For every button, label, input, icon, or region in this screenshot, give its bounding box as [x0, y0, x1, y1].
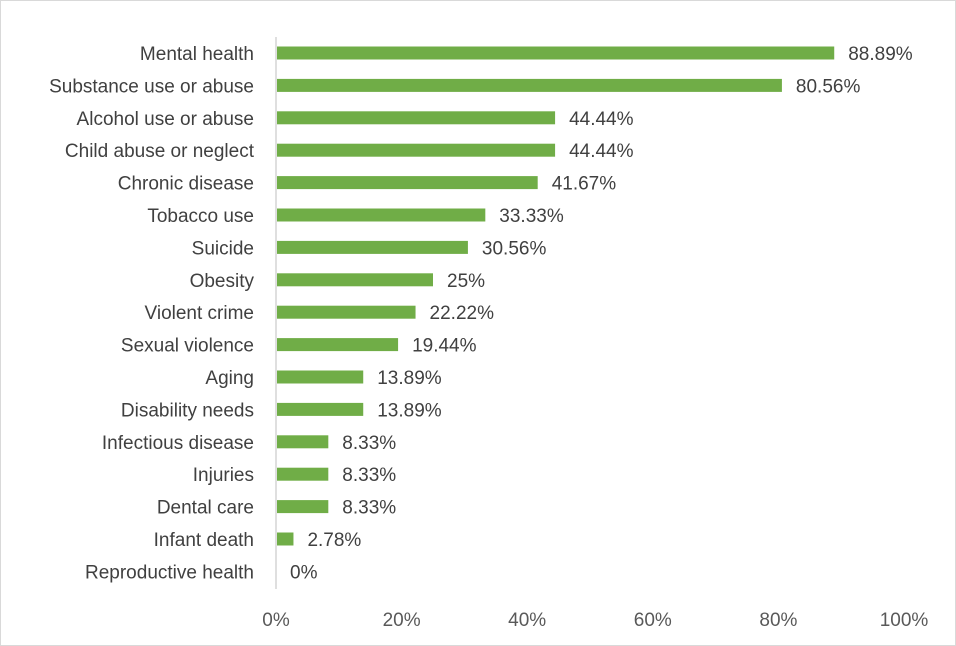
bar: [277, 500, 329, 514]
category-label: Dental care: [157, 498, 254, 519]
category-label: Reproductive health: [85, 562, 254, 583]
bar: [277, 111, 556, 125]
category-label: Aging: [205, 368, 254, 389]
category-label: Chronic disease: [118, 174, 254, 195]
bar: [277, 305, 416, 319]
bar: [277, 338, 399, 352]
bar: [277, 467, 329, 481]
category-label: Injuries: [193, 465, 254, 486]
data-label: 41.67%: [552, 174, 617, 195]
data-label: 0%: [290, 562, 318, 583]
bar: [277, 532, 294, 546]
bar: [277, 435, 329, 449]
data-label: 80.56%: [796, 76, 861, 97]
category-label: Alcohol use or abuse: [77, 109, 254, 130]
data-label: 13.89%: [377, 400, 442, 421]
bar: [277, 176, 538, 190]
category-label: Disability needs: [121, 400, 254, 421]
category-label: Obesity: [190, 271, 255, 292]
x-tick-label: 40%: [508, 610, 546, 631]
bar: [277, 402, 364, 416]
data-label: 19.44%: [412, 336, 477, 357]
category-label: Mental health: [140, 44, 254, 65]
bar: [277, 208, 486, 222]
category-label: Infectious disease: [102, 433, 254, 454]
bar: [277, 370, 364, 384]
bar: [277, 78, 782, 92]
data-label: 2.78%: [307, 530, 361, 551]
category-label: Violent crime: [145, 303, 254, 324]
data-label: 13.89%: [377, 368, 442, 389]
data-label: 8.33%: [342, 498, 396, 519]
category-label: Infant death: [154, 530, 254, 551]
category-label: Substance use or abuse: [49, 76, 254, 97]
x-tick-label: 20%: [383, 610, 421, 631]
x-tick-label: 60%: [634, 610, 672, 631]
data-label: 25%: [447, 271, 485, 292]
x-tick-label: 100%: [880, 610, 929, 631]
bar: [277, 240, 468, 254]
bar: [277, 143, 556, 157]
category-label: Sexual violence: [121, 336, 254, 357]
category-label: Suicide: [192, 238, 254, 259]
x-tick-label: 80%: [759, 610, 797, 631]
data-label: 33.33%: [499, 206, 564, 227]
bar: [277, 46, 835, 60]
category-label: Tobacco use: [147, 206, 254, 227]
category-label: Child abuse or neglect: [65, 141, 255, 162]
x-tick-label: 0%: [262, 610, 290, 631]
data-label: 8.33%: [342, 433, 396, 454]
data-label: 8.33%: [342, 465, 396, 486]
data-label: 30.56%: [482, 238, 547, 259]
data-label: 44.44%: [569, 109, 634, 130]
bar: [277, 273, 433, 287]
data-label: 22.22%: [430, 303, 495, 324]
data-label: 44.44%: [569, 141, 634, 162]
data-label: 88.89%: [848, 44, 913, 65]
